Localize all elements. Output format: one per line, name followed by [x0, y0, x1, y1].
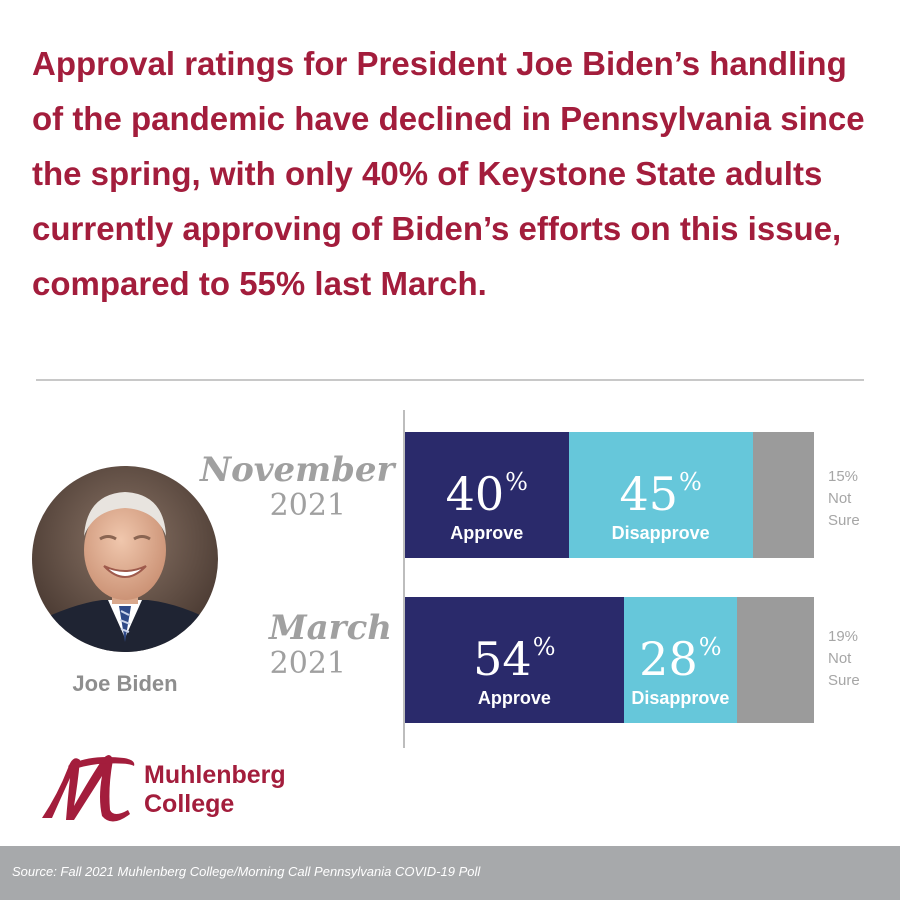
category-label-disapprove: Disapprove: [631, 688, 730, 708]
value-label-not-sure: 15%: [828, 468, 859, 485]
bar-segment-not-sure: [752, 432, 814, 558]
row-label-march-2021: March 2021: [200, 608, 392, 682]
row-label-month: March: [268, 608, 392, 648]
percent-sign: %: [698, 633, 722, 661]
divider: [36, 379, 864, 381]
row-label-november-2021: November 2021: [200, 450, 395, 524]
percent-sign: %: [678, 468, 702, 496]
value-label-not-sure: 19%: [828, 628, 859, 645]
chart-axis-line: [403, 410, 405, 748]
bar-segment-approve: 54% Approve: [405, 597, 624, 723]
value-label-disapprove: 28: [639, 632, 698, 686]
category-label-disapprove: Disapprove: [611, 523, 710, 543]
logo-line-1: Muhlenberg: [144, 761, 286, 789]
value-label-approve: 54: [473, 632, 532, 686]
row-label-month: November: [200, 450, 395, 490]
percent-sign: %: [532, 633, 556, 661]
footer-bar: Source: Fall 2021 Muhlenberg College/Mor…: [0, 846, 900, 900]
source-note: Source: Fall 2021 Muhlenberg College/Mor…: [12, 864, 481, 879]
category-label-approve: Approve: [477, 688, 551, 708]
logo-wordmark: Muhlenberg College: [144, 761, 286, 819]
bar-segment-not-sure: [737, 597, 814, 723]
not-sure-label-november: 15% Not Sure: [828, 466, 878, 532]
row-label-year: 2021: [269, 646, 346, 682]
category-label-approve: Approve: [450, 523, 524, 543]
muhlenberg-logo-icon: [42, 755, 135, 822]
stacked-bar-november-2021: 40% Approve 45% Disapprove: [405, 432, 814, 558]
percent-sign: %: [505, 468, 528, 496]
row-label-year: 2021: [269, 488, 346, 524]
bar-segment-disapprove: 28% Disapprove: [623, 597, 738, 723]
stacked-bar-march-2021: 54% Approve 28% Disapprove: [405, 597, 814, 723]
category-label-not: Not: [828, 490, 852, 507]
category-label-sure: Sure: [828, 512, 860, 529]
value-label-approve: 40: [445, 467, 505, 521]
portrait-photo: [32, 466, 218, 652]
logo-line-2: College: [144, 790, 235, 818]
portrait-caption: Joe Biden: [72, 671, 178, 696]
bar-segment-disapprove: 45% Disapprove: [568, 432, 753, 558]
headline: Approval ratings for President Joe Biden…: [32, 45, 865, 302]
not-sure-label-march: 19% Not Sure: [828, 626, 878, 692]
value-label-disapprove: 45: [619, 467, 678, 521]
category-label-not: Not: [828, 650, 852, 667]
category-label-sure: Sure: [828, 672, 860, 689]
bar-segment-approve: 40% Approve: [405, 432, 569, 558]
